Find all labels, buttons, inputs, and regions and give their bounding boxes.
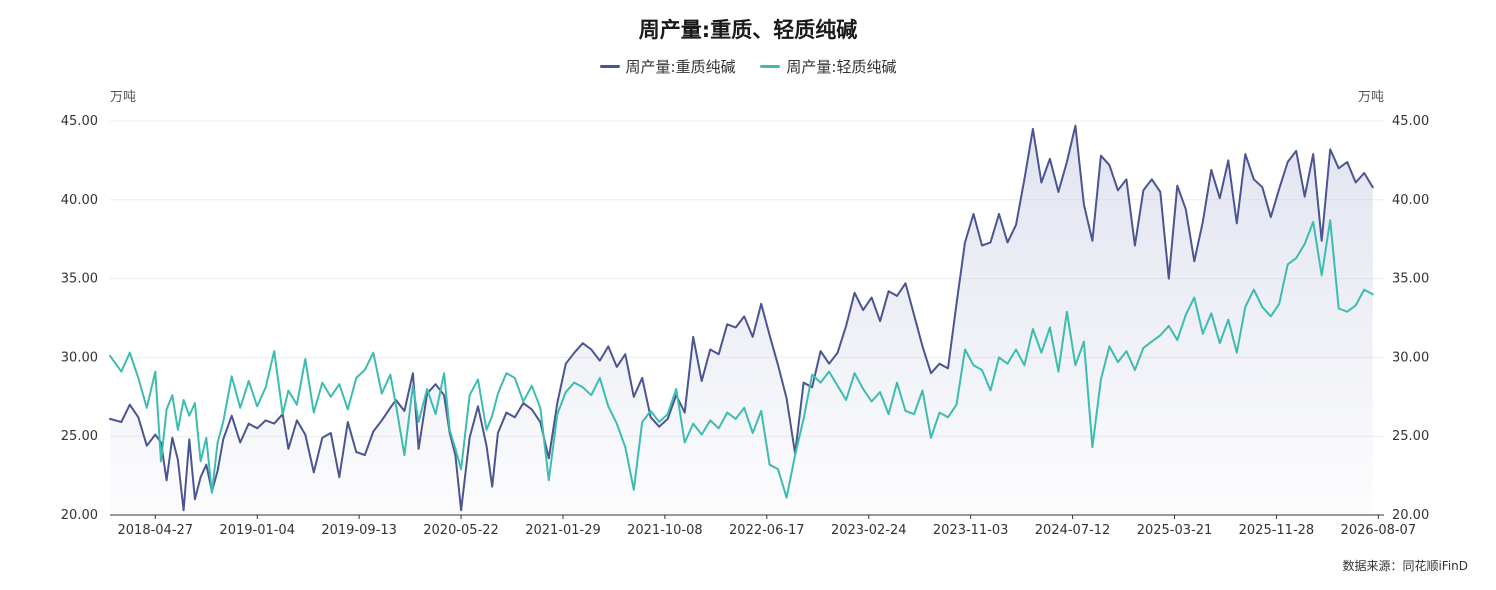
axes: 20.00 20.00 25.00 25.00 30.00 30.00 35.00 35.00… bbox=[61, 114, 1429, 538]
x-tick-label: 2020-05-22 bbox=[423, 523, 499, 538]
y-axis-unit-left: 万吨 bbox=[110, 90, 137, 105]
y-tick-label-left: 35.00 bbox=[61, 272, 98, 287]
legend-item-light[interactable]: 周产量:轻质纯碱 bbox=[760, 56, 896, 77]
x-tick-label: 2025-11-28 bbox=[1239, 523, 1315, 538]
x-tick-label: 2024-07-12 bbox=[1035, 523, 1111, 538]
legend-label-light: 周产量:轻质纯碱 bbox=[786, 58, 897, 76]
x-tick-label: 2023-11-03 bbox=[933, 523, 1009, 538]
y-tick-label-right: 25.00 bbox=[1392, 429, 1429, 444]
x-tick-label: 2018-04-27 bbox=[118, 523, 194, 538]
legend-swatch-heavy bbox=[599, 65, 620, 68]
legend: 周产量:重质纯碱 周产量:轻质纯碱 bbox=[0, 54, 1496, 77]
series-lines bbox=[109, 124, 1374, 512]
legend-swatch-light bbox=[760, 65, 781, 68]
series-line-0[interactable] bbox=[109, 124, 1374, 512]
chart-title: 周产量:重质、轻质纯碱 bbox=[638, 18, 858, 42]
x-tick-label: 2021-01-29 bbox=[525, 523, 601, 538]
x-tick-label: 2026-08-07 bbox=[1341, 523, 1417, 538]
x-tick-label: 2022-06-17 bbox=[729, 523, 805, 538]
y-tick-label-left: 30.00 bbox=[61, 350, 98, 365]
x-tick-label: 2019-09-13 bbox=[321, 523, 397, 538]
y-tick-label-right: 20.00 bbox=[1392, 508, 1429, 523]
legend-label-heavy: 周产量:重质纯碱 bbox=[625, 58, 736, 76]
y-tick-label-left: 45.00 bbox=[61, 114, 98, 129]
y-tick-label-right: 30.00 bbox=[1392, 350, 1429, 365]
y-tick-label-right: 35.00 bbox=[1392, 272, 1429, 287]
y-tick-label-left: 20.00 bbox=[61, 508, 98, 523]
series-line-1[interactable] bbox=[109, 219, 1374, 499]
y-tick-label-right: 45.00 bbox=[1392, 114, 1429, 129]
x-tick-label: 2023-02-24 bbox=[831, 523, 907, 538]
x-tick-label: 2025-03-21 bbox=[1137, 523, 1213, 538]
y-tick-label-left: 40.00 bbox=[61, 193, 98, 208]
y-axis-unit-right: 万吨 bbox=[1357, 90, 1384, 105]
data-source: 数据来源：同花顺iFinD bbox=[1342, 559, 1468, 573]
y-tick-label-right: 40.00 bbox=[1392, 193, 1429, 208]
y-tick-label-left: 25.00 bbox=[61, 429, 98, 444]
x-tick-label: 2019-01-04 bbox=[219, 523, 295, 538]
x-tick-label: 2021-10-08 bbox=[627, 523, 703, 538]
legend-item-heavy[interactable]: 周产量:重质纯碱 bbox=[599, 56, 736, 77]
